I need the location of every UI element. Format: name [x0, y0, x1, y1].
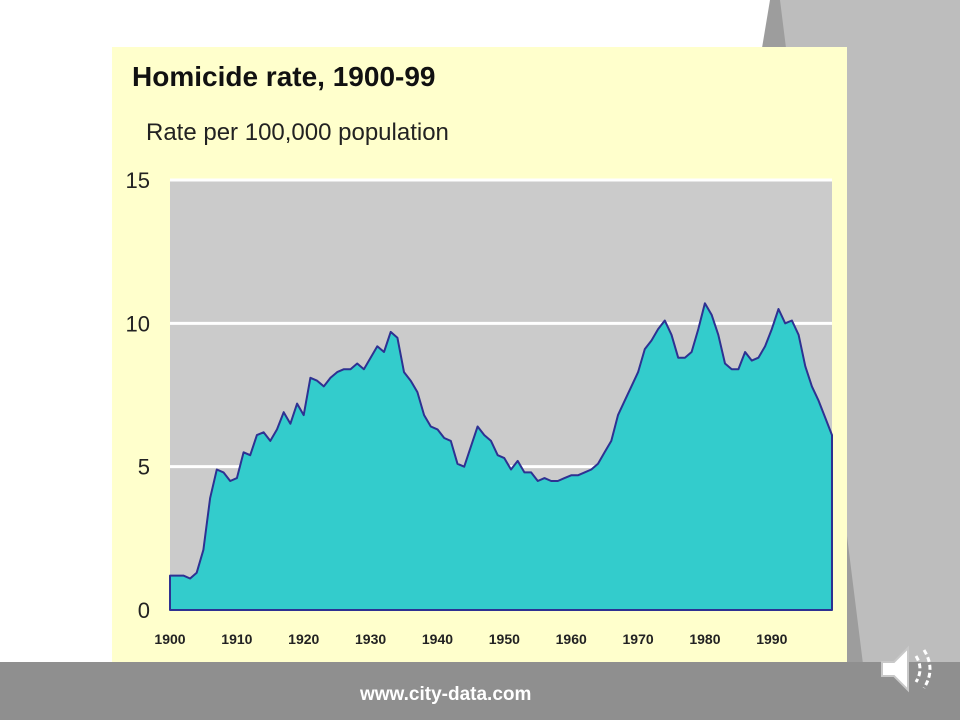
chart-y-label: Rate per 100,000 population	[146, 119, 449, 146]
y-tick-label-0: 0	[138, 598, 150, 623]
x-tick-label-1920: 1920	[288, 631, 319, 647]
slide-decor-bottom-bar	[0, 662, 960, 720]
x-tick-label-1990: 1990	[756, 631, 787, 647]
x-tick-label-1900: 1900	[154, 631, 185, 647]
x-tick-label-1940: 1940	[422, 631, 453, 647]
homicide-rate-chart: 0 5 10 15 1900 1910 1920 1930 1940 1950 1960 1970 19…	[126, 168, 833, 647]
source-credit: www.city-data.com	[360, 684, 532, 705]
x-tick-label-1930: 1930	[355, 631, 386, 647]
chart-panel: Homicide rate, 1900-99 Rate per 100,000 …	[112, 47, 847, 662]
x-tick-label-1980: 1980	[689, 631, 720, 647]
speaker-icon[interactable]	[878, 640, 944, 698]
x-tick-label-1970: 1970	[623, 631, 654, 647]
y-tick-label-5: 5	[138, 455, 150, 480]
y-tick-label-10: 10	[126, 311, 150, 336]
x-tick-label-1910: 1910	[221, 631, 252, 647]
x-tick-label-1960: 1960	[556, 631, 587, 647]
x-tick-label-1950: 1950	[489, 631, 520, 647]
y-tick-label-15: 15	[126, 168, 150, 193]
chart-title: Homicide rate, 1900-99	[132, 61, 436, 92]
series-homicide-rate-area	[169, 302, 833, 611]
